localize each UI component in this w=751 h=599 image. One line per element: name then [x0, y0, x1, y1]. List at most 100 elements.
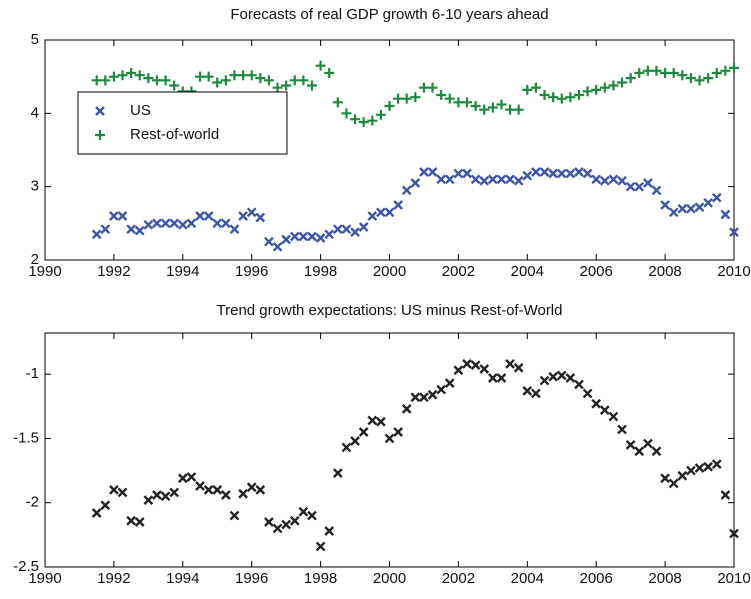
- data-point: [212, 77, 223, 88]
- data-point: [220, 75, 231, 86]
- x-tick-label: 1994: [166, 263, 199, 280]
- data-point: [255, 73, 266, 84]
- data-point: [221, 218, 231, 229]
- data-point: [108, 71, 119, 82]
- x-tick-label: 2000: [373, 570, 406, 587]
- data-point: [591, 398, 602, 409]
- data-point: [677, 70, 688, 81]
- data-point: [263, 75, 274, 86]
- data-point: [651, 65, 662, 76]
- data-point: [505, 359, 515, 369]
- data-point: [289, 231, 300, 242]
- data-point: [315, 60, 326, 71]
- x-tick-label: 2002: [442, 263, 475, 280]
- data-point: [358, 427, 369, 437]
- data-point: [203, 71, 214, 82]
- data-point: [530, 82, 541, 93]
- data-point: [393, 93, 404, 104]
- data-point: [522, 84, 533, 95]
- data-point: [160, 218, 171, 229]
- data-point: [531, 388, 541, 399]
- data-point: [487, 102, 498, 113]
- data-point: [531, 167, 541, 177]
- data-point: [134, 517, 145, 527]
- data-point: [341, 442, 352, 453]
- data-point: [375, 109, 386, 120]
- data-point: [246, 70, 257, 81]
- data-point: [565, 168, 576, 179]
- data-point: [238, 211, 248, 221]
- data-point: [152, 490, 162, 500]
- data-point: [625, 73, 636, 84]
- data-point: [238, 488, 248, 499]
- x-tick-label: 2006: [580, 570, 613, 587]
- x-tick-label: 2004: [511, 570, 544, 587]
- data-point: [212, 485, 223, 495]
- data-point: [617, 424, 627, 435]
- data-point: [599, 175, 610, 186]
- data-point: [358, 117, 369, 128]
- data-point: [462, 168, 472, 179]
- data-point: [660, 473, 670, 484]
- data-point: [556, 93, 567, 104]
- data-point: [177, 219, 188, 230]
- data-point: [651, 446, 662, 457]
- data-point: [306, 80, 317, 91]
- data-point: [229, 510, 240, 521]
- data-point: [444, 378, 455, 388]
- data-point: [246, 482, 257, 493]
- data-point: [548, 92, 559, 103]
- data-point: [109, 485, 119, 495]
- data-point: [711, 68, 722, 78]
- data-point: [599, 405, 610, 415]
- data-point: [186, 472, 197, 482]
- y-tick-label: -2: [26, 494, 39, 511]
- y-tick-label: -2.5: [13, 558, 39, 575]
- data-point: [100, 75, 111, 86]
- data-point: [203, 211, 214, 221]
- y-tick-label: -1.5: [13, 429, 39, 446]
- data-point: [289, 75, 300, 86]
- data-point: [677, 203, 688, 214]
- data-point: [488, 373, 498, 383]
- data-point: [281, 234, 291, 245]
- x-tick-label: 1992: [97, 263, 130, 280]
- data-point: [324, 229, 335, 240]
- data-point: [496, 373, 507, 383]
- data-point: [419, 167, 429, 177]
- data-point: [332, 224, 343, 235]
- data-point: [134, 70, 145, 81]
- data-point: [401, 93, 412, 104]
- data-point: [384, 101, 395, 111]
- data-point: [703, 461, 714, 472]
- plot-frame: [44, 332, 735, 568]
- x-tick-label: 1996: [235, 263, 268, 280]
- data-point: [160, 75, 171, 86]
- data-point: [686, 465, 696, 476]
- data-point: [608, 80, 619, 91]
- legend-box: [77, 91, 288, 155]
- data-point: [410, 92, 421, 103]
- data-point: [643, 178, 653, 188]
- data-point: [470, 101, 481, 111]
- data-point: [332, 97, 343, 108]
- data-point: [91, 229, 102, 240]
- data-point: [496, 99, 507, 110]
- data-point: [513, 362, 524, 373]
- data-point: [238, 70, 249, 81]
- y-tick-label: -1: [26, 365, 39, 382]
- data-point: [677, 470, 688, 481]
- data-point: [720, 65, 731, 76]
- data-point: [703, 73, 714, 84]
- data-point: [376, 416, 386, 427]
- data-point: [367, 115, 378, 126]
- data-point: [134, 225, 145, 236]
- data-point: [470, 174, 481, 185]
- data-point: [565, 92, 576, 103]
- data-point: [703, 197, 714, 208]
- data-point: [281, 80, 292, 91]
- data-point: [582, 168, 593, 179]
- data-point: [591, 84, 602, 95]
- data-point: [462, 359, 472, 369]
- x-tick-label: 2010: [717, 263, 750, 280]
